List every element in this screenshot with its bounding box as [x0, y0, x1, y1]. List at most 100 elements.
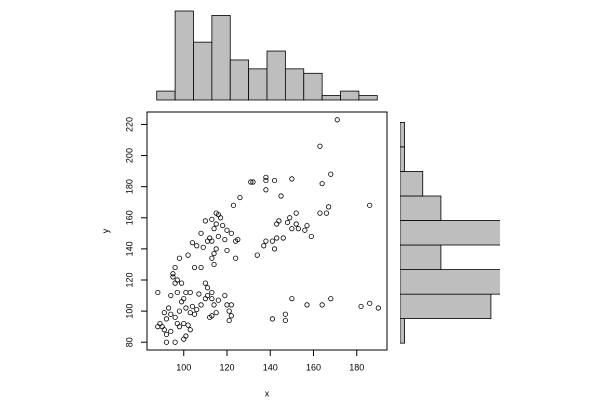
histogram-bar	[400, 122, 405, 148]
point	[161, 310, 167, 316]
point	[200, 244, 206, 250]
point	[187, 310, 193, 316]
x-tick-label: 100	[176, 362, 191, 372]
histogram-bar	[400, 146, 405, 172]
histogram-bar	[248, 68, 268, 101]
point	[211, 302, 217, 308]
point	[328, 171, 334, 177]
x-tick-label: 160	[306, 362, 321, 372]
point	[163, 339, 170, 345]
point	[189, 240, 196, 246]
y-tick-label: 80	[124, 337, 134, 347]
point	[170, 271, 176, 277]
point	[308, 233, 314, 240]
point	[289, 296, 295, 302]
point	[172, 264, 178, 271]
y-axis-label: y	[100, 228, 110, 233]
point	[170, 274, 176, 280]
point	[263, 174, 269, 180]
point	[276, 218, 282, 224]
point	[207, 314, 213, 320]
point	[209, 216, 215, 222]
point	[228, 313, 234, 319]
point	[178, 299, 185, 305]
y-tick-label: 140	[124, 241, 134, 256]
point	[271, 177, 278, 184]
point	[174, 320, 180, 327]
point	[189, 303, 196, 310]
y-tick-label: 180	[124, 179, 134, 194]
point	[367, 202, 373, 208]
x-tick-label: 180	[349, 362, 364, 372]
point	[211, 250, 217, 257]
point	[204, 292, 211, 299]
y-tick-label: 160	[124, 210, 134, 225]
point	[224, 247, 230, 254]
point	[213, 221, 219, 227]
point	[176, 255, 183, 261]
point	[289, 226, 295, 232]
point	[304, 222, 310, 229]
point	[317, 143, 323, 149]
point	[230, 202, 237, 208]
point	[226, 317, 232, 324]
point	[220, 222, 226, 229]
point	[183, 333, 189, 339]
point	[198, 230, 204, 236]
histogram-bar	[400, 220, 500, 246]
point	[228, 302, 234, 308]
point	[278, 193, 284, 199]
point	[204, 285, 211, 291]
point	[233, 238, 239, 244]
point	[194, 243, 200, 249]
point	[211, 226, 217, 232]
point	[187, 289, 193, 296]
histogram-bar	[400, 293, 492, 319]
histogram-bar	[400, 269, 500, 295]
point	[217, 215, 224, 221]
point	[194, 306, 200, 313]
x-axis-label: x	[265, 388, 270, 398]
point	[263, 238, 269, 244]
point	[211, 261, 217, 268]
point	[280, 235, 286, 241]
point	[172, 280, 178, 286]
histogram-bar	[229, 59, 250, 101]
y-tick-label: 100	[124, 304, 134, 319]
point	[233, 255, 239, 261]
point	[209, 255, 215, 261]
point	[228, 230, 234, 236]
point	[263, 177, 269, 184]
point	[174, 289, 180, 296]
point	[155, 289, 161, 296]
point	[196, 291, 202, 297]
histogram-bar	[266, 50, 286, 101]
point	[185, 322, 191, 328]
point	[302, 227, 308, 233]
point	[293, 221, 299, 227]
point	[226, 308, 232, 314]
point	[161, 327, 167, 333]
y-tick-label: 220	[124, 117, 134, 132]
point	[181, 336, 187, 342]
point	[204, 238, 211, 244]
point	[213, 310, 219, 316]
point	[168, 292, 174, 299]
histogram-bar	[321, 95, 341, 101]
histogram-bar	[400, 318, 405, 344]
point	[209, 296, 215, 302]
point	[176, 308, 183, 314]
point	[328, 296, 334, 302]
point	[157, 320, 163, 327]
point	[181, 296, 187, 302]
point	[215, 233, 221, 240]
point	[323, 210, 330, 216]
point	[319, 302, 325, 308]
histogram-bar	[303, 72, 323, 101]
histogram-bar	[174, 10, 194, 101]
point	[207, 235, 213, 241]
point	[289, 176, 295, 182]
point	[261, 243, 267, 249]
point	[163, 316, 170, 322]
